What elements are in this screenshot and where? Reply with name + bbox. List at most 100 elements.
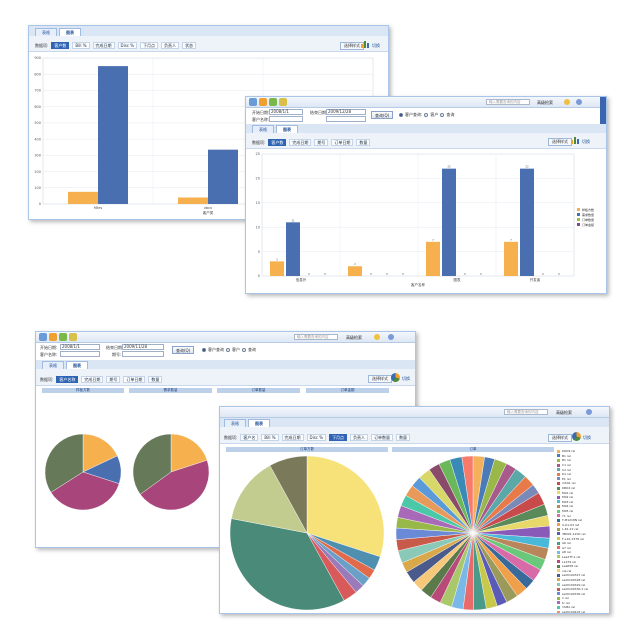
home-icon[interactable] — [39, 333, 47, 341]
data-label: 0 — [370, 272, 372, 276]
select-style-button[interactable]: 选择样式 — [548, 138, 572, 146]
legend-swatch — [557, 605, 560, 609]
period-input[interactable] — [122, 351, 164, 357]
tab-table[interactable]: 表格 — [42, 361, 64, 369]
toolbar-button[interactable]: 订单数量 — [371, 434, 394, 441]
tab-chart[interactable]: 图表 — [66, 361, 88, 369]
legend-label: M02 rel — [562, 495, 574, 500]
toolbar-button[interactable]: 完成日期 — [81, 376, 104, 383]
toolbar-button[interactable]: 完成日期 — [289, 139, 312, 146]
tab-chart[interactable]: 图表 — [276, 125, 298, 133]
end-date-input[interactable]: 2009/12/28 — [326, 109, 366, 115]
switch-chart-label[interactable]: 切换 — [582, 139, 590, 144]
help-icon[interactable] — [374, 334, 380, 340]
legend-swatch — [557, 500, 560, 504]
tab-table[interactable]: 表格 — [252, 125, 274, 133]
toolbar-button[interactable]: 下月点 — [140, 42, 159, 49]
settings-icon[interactable] — [576, 99, 582, 105]
top-toolbar — [246, 97, 606, 108]
customer-name-input[interactable] — [60, 351, 100, 357]
toolbar-button[interactable]: 完成日期 — [92, 42, 115, 49]
query-button[interactable]: 查询(Q) — [172, 346, 195, 354]
toolbar-button[interactable]: Bill % — [72, 42, 90, 49]
chart-icon[interactable] — [49, 333, 57, 341]
end-date-input[interactable]: 2009/11/28 — [122, 344, 164, 350]
switch-chart-label[interactable]: 切换 — [402, 376, 410, 381]
bar-chart-icon[interactable] — [361, 40, 370, 48]
advanced-search-button[interactable]: 高级检索 — [346, 335, 362, 340]
start-date-input[interactable]: 2008/1/1 — [269, 109, 303, 115]
toolbar-button[interactable]: 客户数 — [51, 42, 70, 49]
help-icon[interactable] — [564, 99, 570, 105]
toolbar-button[interactable]: 负责人 — [161, 42, 180, 49]
pie-chart-icon[interactable] — [572, 432, 581, 441]
radio-dot[interactable] — [226, 348, 230, 352]
toolbar-button[interactable]: Disc % — [306, 434, 327, 441]
toolbar-button[interactable]: 数量 — [396, 434, 411, 441]
pie-charts — [229, 455, 551, 611]
settings-icon[interactable] — [586, 409, 592, 415]
radio-dot[interactable] — [202, 348, 206, 352]
chart-icon[interactable] — [259, 98, 267, 106]
radio-dot[interactable] — [440, 113, 445, 117]
toolbar-button[interactable]: 期号 — [106, 376, 121, 383]
period-input[interactable] — [326, 116, 366, 122]
legend-label: 订单数量 — [582, 217, 594, 222]
toolbar-button[interactable]: 数量 — [356, 139, 371, 146]
query-button[interactable]: 查询(Q) — [371, 111, 394, 119]
toolbar-button[interactable]: 期号 — [314, 139, 329, 146]
legend-item: YAMA rel — [557, 605, 609, 610]
toolbar-button[interactable]: 下月点 — [329, 434, 348, 441]
customer-query-radio[interactable]: 客户查询 客户 查询 — [202, 347, 256, 353]
right-side-tab[interactable] — [600, 97, 606, 133]
radio-dot[interactable] — [242, 348, 246, 352]
data-label: 11 — [291, 218, 295, 222]
data-item-label: 数据项: — [252, 139, 266, 145]
legend-swatch — [577, 213, 580, 216]
toolbar-button[interactable]: 负责人 — [350, 434, 369, 441]
bar — [270, 261, 284, 276]
toolbar-button[interactable]: 订单日期 — [123, 376, 146, 383]
user-icon[interactable] — [59, 333, 67, 341]
radio-dot[interactable] — [399, 113, 403, 117]
switch-chart-label[interactable]: 切换 — [583, 435, 591, 440]
export-icon[interactable] — [69, 333, 77, 341]
select-style-button[interactable]: 选择样式 — [368, 375, 392, 383]
toolbar-button[interactable]: 订单日期 — [331, 139, 354, 146]
legend-item: T-M1218N rel — [557, 518, 609, 523]
select-style-button[interactable]: 选择样式 — [548, 434, 572, 442]
toolbar-button[interactable]: Bill % — [261, 434, 279, 441]
customer-query-radio[interactable]: 客户查询: 客户 查询 — [399, 112, 454, 118]
bar-chart-window-2: 输入需要查询的内容 高级检索 开始日期: 2008/1/1 结束日期: 2009… — [245, 96, 607, 294]
home-icon[interactable] — [249, 98, 257, 106]
user-icon[interactable] — [269, 98, 277, 106]
export-icon[interactable] — [279, 98, 287, 106]
settings-icon[interactable] — [388, 334, 394, 340]
search-input[interactable]: 输入需要查询的内容 — [294, 334, 338, 340]
bar — [98, 66, 128, 204]
advanced-search-button[interactable]: 高级检索 — [556, 410, 572, 415]
toolbar-button[interactable]: 客户数 — [268, 139, 287, 146]
toolbar-button[interactable]: Disc % — [117, 42, 138, 49]
toolbar-button[interactable]: 完成日期 — [281, 434, 304, 441]
tab-chart[interactable]: 图表 — [248, 419, 270, 427]
start-date-input[interactable]: 2008/1/1 — [60, 344, 100, 350]
tab-table[interactable]: 表格 — [35, 28, 57, 36]
select-style-button[interactable]: 选择样式 — [340, 42, 364, 50]
toolbar-button[interactable]: 客户名 — [240, 434, 259, 441]
pie-chart-icon[interactable] — [391, 373, 400, 382]
bar-chart-icon[interactable] — [571, 136, 580, 144]
customer-name-input[interactable] — [269, 116, 303, 122]
toolbar-button[interactable]: 状态 — [182, 42, 197, 49]
switch-chart-label[interactable]: 切换 — [372, 43, 380, 48]
toolbar-button[interactable]: 客户名称 — [56, 376, 79, 383]
legend-label: A7 rel — [562, 545, 571, 550]
tab-table[interactable]: 表格 — [224, 419, 246, 427]
legend-swatch — [557, 578, 560, 582]
radio-dot[interactable] — [424, 113, 429, 117]
toolbar-button[interactable]: 数量 — [148, 376, 163, 383]
tab-chart[interactable]: 图表 — [59, 28, 81, 36]
search-input[interactable]: 输入需要查询的内容 — [504, 409, 548, 415]
advanced-search-button[interactable]: 高级检索 — [537, 100, 553, 105]
search-input[interactable]: 输入需要查询的内容 — [486, 99, 530, 105]
